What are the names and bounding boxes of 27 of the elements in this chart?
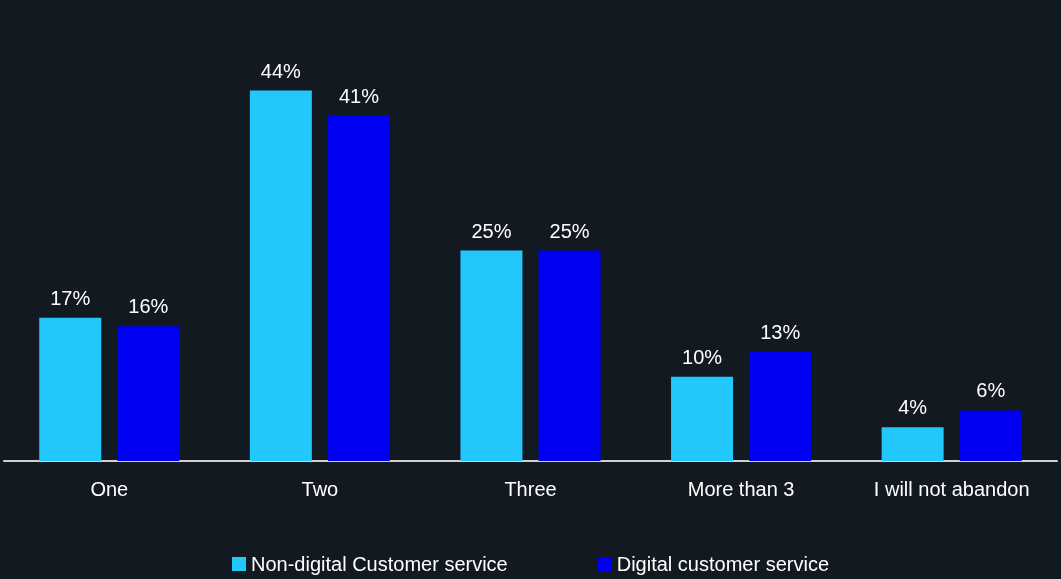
data-label: 44% bbox=[260, 59, 302, 82]
bar bbox=[39, 317, 102, 461]
x-tick-label: I will not abandon bbox=[873, 478, 1030, 500]
bar bbox=[749, 351, 812, 461]
legend-label: Digital customer service bbox=[616, 553, 830, 575]
data-label: 10% bbox=[682, 345, 723, 368]
data-label: 41% bbox=[338, 84, 380, 107]
bar bbox=[249, 90, 312, 461]
data-label: 17% bbox=[50, 286, 91, 309]
x-tick-label: Three bbox=[504, 478, 557, 500]
bar bbox=[538, 250, 601, 461]
bar bbox=[671, 376, 734, 461]
data-label: 16% bbox=[128, 295, 169, 318]
data-label: 13% bbox=[760, 320, 801, 343]
data-label: 4% bbox=[898, 396, 928, 419]
data-label: 25% bbox=[471, 219, 512, 242]
x-tick-label: More than 3 bbox=[687, 478, 795, 500]
data-label: 6% bbox=[976, 379, 1006, 402]
bar bbox=[117, 326, 180, 461]
bar bbox=[327, 115, 390, 461]
legend-label: Non-digital Customer service bbox=[250, 553, 508, 575]
bar bbox=[881, 427, 944, 461]
bar bbox=[959, 410, 1022, 461]
x-tick-label: Two bbox=[301, 478, 339, 500]
data-label: 25% bbox=[549, 219, 590, 242]
bar bbox=[460, 250, 523, 461]
x-tick-label: One bbox=[90, 478, 129, 500]
